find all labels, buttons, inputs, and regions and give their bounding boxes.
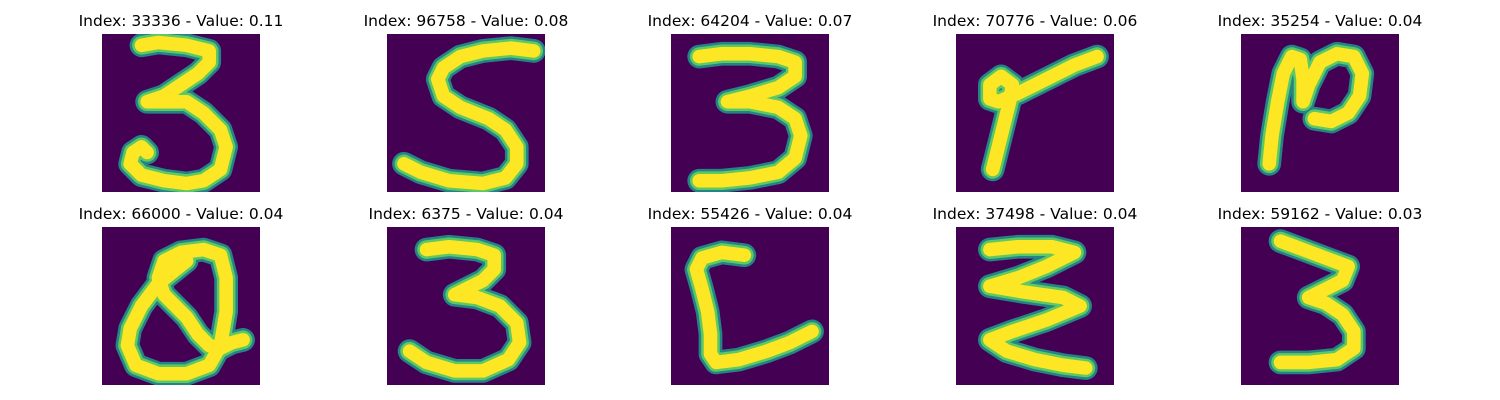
panel-title: Index: 33336 - Value: 0.11 <box>78 12 284 30</box>
digit-image <box>1241 227 1399 385</box>
digit-image <box>671 227 829 385</box>
digit-panel: Index: 66000 - Value: 0.04 <box>39 204 323 389</box>
panel-title: Index: 55426 - Value: 0.04 <box>647 205 853 223</box>
panel-title: Index: 6375 - Value: 0.04 <box>368 205 564 223</box>
digit-image <box>956 34 1114 192</box>
digit-panel: Index: 35254 - Value: 0.04 <box>1178 11 1462 196</box>
panel-title: Index: 59162 - Value: 0.03 <box>1217 205 1423 223</box>
panel-title: Index: 64204 - Value: 0.07 <box>647 12 853 30</box>
panel-title: Index: 37498 - Value: 0.04 <box>932 205 1138 223</box>
digit-panel: Index: 64204 - Value: 0.07 <box>608 11 892 196</box>
panel-title: Index: 70776 - Value: 0.06 <box>932 12 1138 30</box>
digit-image <box>387 34 545 192</box>
digit-panel: Index: 70776 - Value: 0.06 <box>893 11 1177 196</box>
panel-title: Index: 96758 - Value: 0.08 <box>363 12 569 30</box>
digit-image <box>1241 34 1399 192</box>
digit-panel: Index: 96758 - Value: 0.08 <box>324 11 608 196</box>
digit-image <box>671 34 829 192</box>
digit-image <box>102 227 260 385</box>
digit-panel: Index: 6375 - Value: 0.04 <box>324 204 608 389</box>
digit-panel: Index: 33336 - Value: 0.11 <box>39 11 323 196</box>
digit-image <box>956 227 1114 385</box>
digit-panel: Index: 55426 - Value: 0.04 <box>608 204 892 389</box>
digit-panel: Index: 59162 - Value: 0.03 <box>1178 204 1462 389</box>
panel-title: Index: 66000 - Value: 0.04 <box>78 205 284 223</box>
digit-panel: Index: 37498 - Value: 0.04 <box>893 204 1177 389</box>
digit-image <box>387 227 545 385</box>
digit-image <box>102 34 260 192</box>
panel-title: Index: 35254 - Value: 0.04 <box>1217 12 1423 30</box>
